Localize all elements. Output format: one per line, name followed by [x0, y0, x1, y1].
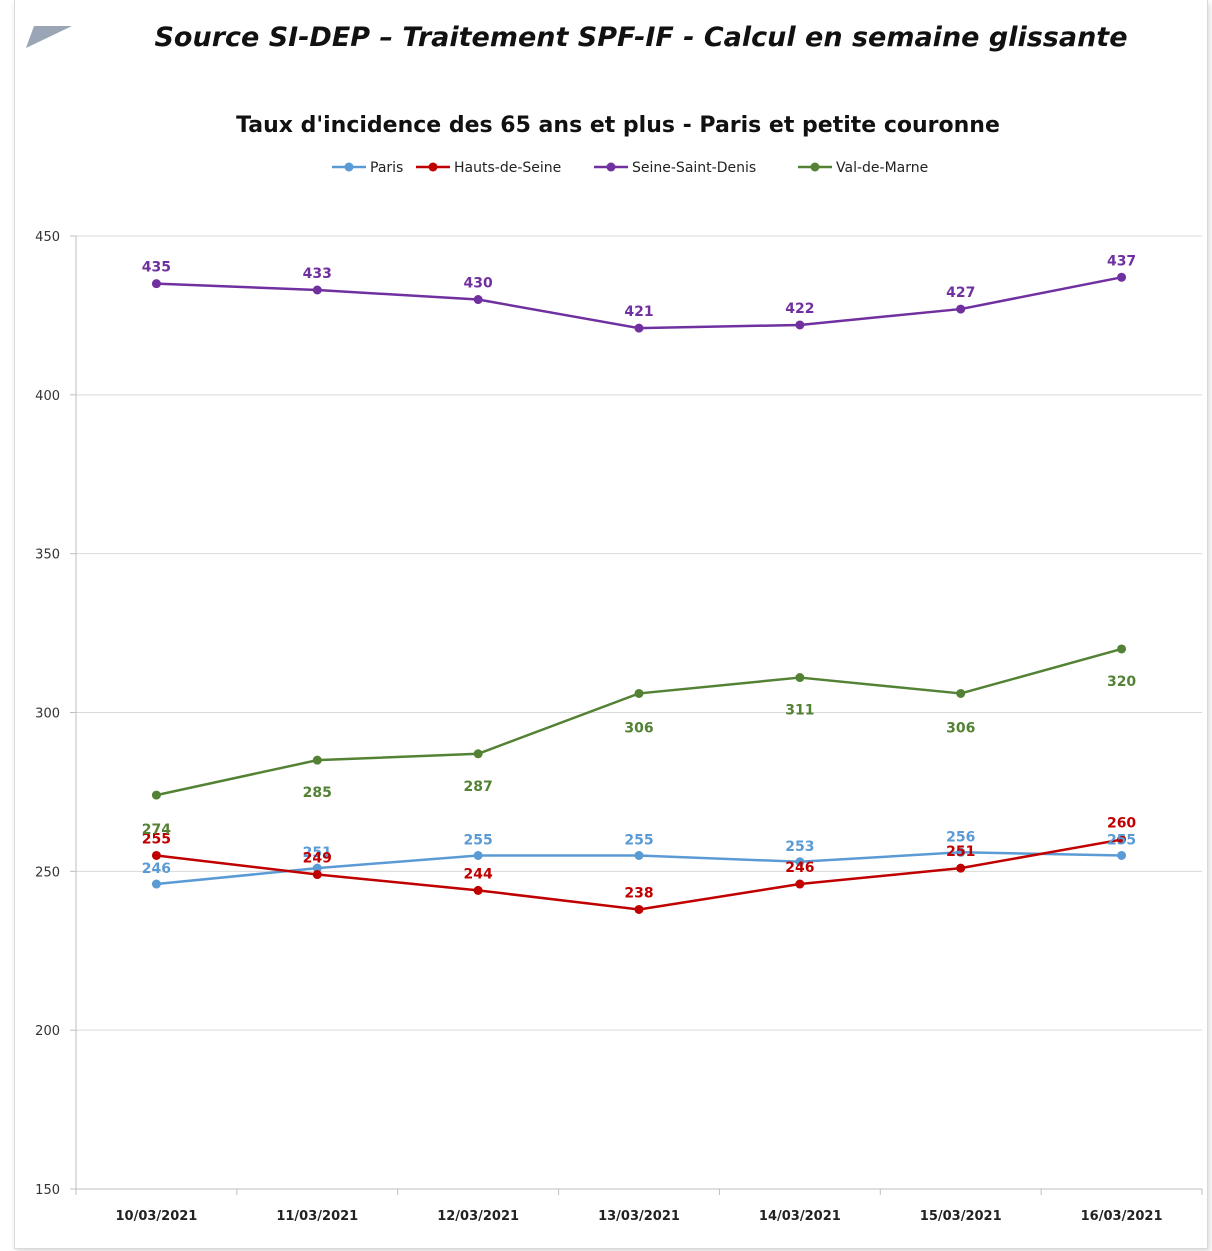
legend-item: Hauts-de-Seine [416, 160, 561, 176]
legend-label: Seine-Saint-Denis [632, 160, 756, 176]
data-point [473, 749, 483, 759]
chart-frame [14, 0, 1208, 1249]
y-tick-label: 450 [35, 230, 60, 245]
data-label: 311 [785, 703, 814, 719]
data-point [312, 863, 322, 873]
legend-item: Val-de-Marne [798, 160, 928, 176]
data-point [956, 304, 966, 314]
legend-item: Seine-Saint-Denis [594, 160, 756, 176]
data-point [1117, 850, 1127, 860]
data-label: 246 [142, 861, 171, 877]
data-point [956, 688, 966, 698]
series-line-seine-saint-denis [156, 276, 1122, 330]
axes: 150 200 250 300 350 400 450 10/03/2021 11/03/202… [35, 230, 1203, 1224]
data-point [1117, 272, 1127, 282]
x-tick-label: 16/03/2021 [1081, 1209, 1163, 1224]
x-tick-label: 13/03/2021 [598, 1209, 680, 1224]
data-label: 255 [142, 831, 171, 847]
data-label: 246 [785, 860, 814, 876]
legend-label: Hauts-de-Seine [454, 160, 561, 176]
data-labels: 246 251 255 255 253 256 255 255 249 244 238 246 251 2… [142, 253, 1137, 901]
data-label: 437 [1107, 253, 1136, 269]
data-label: 255 [1107, 832, 1136, 848]
data-label: 430 [464, 276, 493, 292]
data-label: 320 [1107, 674, 1136, 690]
data-point [795, 857, 805, 867]
y-tick-label: 300 [35, 707, 60, 722]
data-point [312, 755, 322, 765]
data-label: 427 [946, 285, 975, 301]
data-point [1117, 835, 1127, 845]
data-point [795, 320, 805, 330]
data-point [473, 850, 483, 860]
data-label: 421 [624, 304, 653, 320]
grid-lines [76, 235, 1202, 1031]
data-label: 287 [464, 779, 493, 795]
data-point [473, 885, 483, 895]
data-label: 244 [464, 866, 493, 882]
legend: Paris Hauts-de-Seine Seine-Saint-Denis Val-… [332, 160, 928, 176]
data-label: 238 [624, 885, 653, 901]
x-tick-label: 11/03/2021 [276, 1209, 358, 1224]
data-label: 274 [142, 822, 171, 838]
data-point [312, 285, 322, 295]
data-label: 251 [303, 845, 332, 861]
data-label: 306 [624, 720, 653, 736]
data-point [151, 879, 161, 889]
data-point [795, 673, 805, 683]
data-label: 251 [946, 844, 975, 860]
x-tick-label: 15/03/2021 [920, 1209, 1002, 1224]
legend-marker [810, 162, 820, 172]
data-point [151, 790, 161, 800]
y-tick-label: 400 [35, 389, 60, 404]
source-title: Source SI-DEP – Traitement SPF-IF - Calc… [154, 22, 1128, 53]
data-label: 306 [946, 720, 975, 736]
data-point [312, 870, 322, 880]
legend-marker [606, 162, 616, 172]
data-label: 256 [946, 829, 975, 845]
y-tick-label: 250 [35, 865, 60, 880]
data-label: 422 [785, 301, 814, 317]
data-point [634, 323, 644, 333]
legend-marker [428, 162, 438, 172]
legend-label: Paris [370, 160, 403, 176]
data-point [634, 688, 644, 698]
y-tick-label: 150 [35, 1183, 60, 1198]
data-label: 435 [142, 260, 171, 276]
data-point [956, 847, 966, 857]
legend-item: Paris [332, 160, 403, 176]
data-point [634, 904, 644, 914]
data-point [795, 879, 805, 889]
data-label: 255 [624, 832, 653, 848]
chart-title: Taux d'incidence des 65 ans et plus - Pa… [236, 113, 1000, 138]
data-label: 253 [785, 839, 814, 855]
data-label: 433 [303, 266, 332, 282]
data-point [151, 850, 161, 860]
data-label: 285 [303, 785, 332, 801]
y-tick-label: 350 [35, 548, 60, 563]
data-label: 249 [303, 851, 332, 867]
data-point [473, 295, 483, 305]
data-label: 255 [464, 832, 493, 848]
y-tick-label: 200 [35, 1024, 60, 1039]
series-lines [151, 272, 1127, 914]
x-tick-label: 14/03/2021 [759, 1209, 841, 1224]
data-point [956, 863, 966, 873]
data-label: 260 [1107, 816, 1136, 832]
data-point [151, 279, 161, 289]
data-point [634, 850, 644, 860]
data-point [1117, 644, 1127, 654]
x-tick-label: 10/03/2021 [115, 1209, 197, 1224]
legend-label: Val-de-Marne [836, 160, 928, 176]
legend-marker [344, 162, 354, 172]
x-tick-label: 12/03/2021 [437, 1209, 519, 1224]
